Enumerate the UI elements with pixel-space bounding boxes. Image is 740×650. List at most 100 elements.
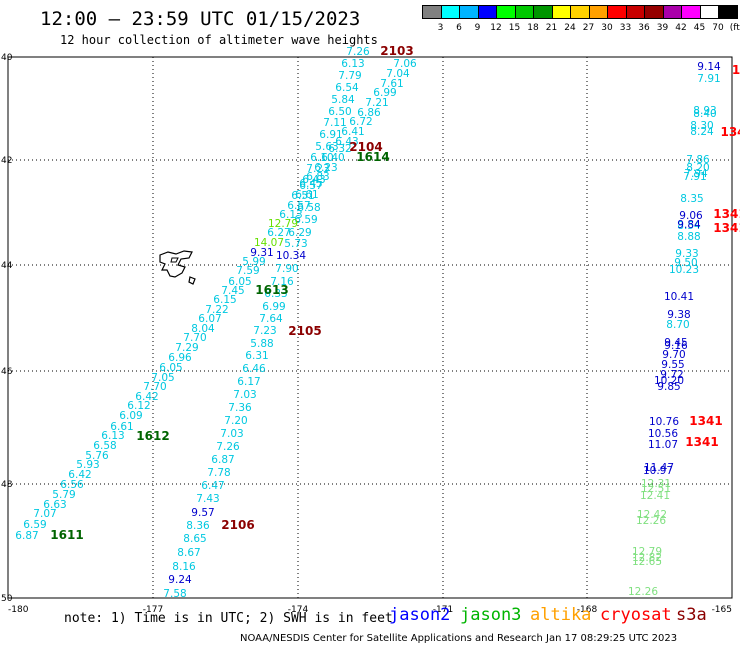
wave-height-value: 7.91: [697, 73, 720, 85]
footnote: note: 1) Time is in UTC; 2) SWH is in fe…: [64, 611, 393, 626]
wave-height-value: 6.43: [335, 136, 358, 148]
wave-height-value: 7.04: [386, 68, 410, 80]
wave-height-value: 6.40: [321, 152, 344, 164]
wave-height-value: 7.58: [163, 588, 186, 600]
map-title: 12:00 — 23:59 UTC 01/15/2023: [40, 8, 361, 30]
pass-number-label: 1341: [713, 221, 740, 235]
pass-number-label: 2104: [349, 140, 382, 154]
lon-tick-label: -180: [8, 605, 29, 615]
wave-height-value: 6.33: [264, 288, 287, 300]
wave-height-value: 9.14: [697, 61, 721, 73]
wave-height-value: 7.61: [380, 78, 403, 90]
wave-height-value: 5.99: [242, 256, 265, 268]
wave-height-value: 6.12: [127, 400, 150, 412]
wave-height-value: 7.22: [205, 304, 228, 316]
wave-height-value: 9.50: [674, 257, 697, 269]
wave-height-value: 6.56: [60, 479, 84, 491]
wave-height-value: 10.97: [643, 465, 673, 477]
wave-height-value: 6.83: [306, 171, 329, 183]
wave-height-value: 8.67: [177, 547, 200, 559]
colorbar-label: 21: [545, 23, 558, 33]
wave-height-value: 6.63: [43, 499, 66, 511]
wave-height-value: 9.16: [664, 340, 688, 352]
aleutian-island-coastline: [159, 250, 196, 285]
wave-height-value: 6.61: [295, 189, 318, 201]
wave-height-value: 7.91: [683, 171, 706, 183]
wave-height-value: 14.07: [254, 237, 284, 249]
wave-height-value: 6.61: [110, 421, 133, 433]
lat-tick-label: 42: [1, 156, 12, 166]
colorbar-label: 30: [601, 23, 613, 33]
wave-height-value: 6.45: [299, 178, 322, 190]
wave-height-value: 8.70: [666, 319, 689, 331]
wave-height-value: 7.23: [253, 325, 276, 337]
wave-height-value: 7.21: [365, 97, 388, 109]
wave-height-value: 12.26: [636, 515, 666, 527]
wave-height-value: 7.70: [183, 332, 206, 344]
wave-height-value: 6.58: [93, 440, 116, 452]
wave-height-value: 6.09: [119, 410, 142, 422]
wave-height-value: 7.07: [33, 508, 56, 520]
colorbar-label: 24: [564, 23, 576, 33]
legend-jason2: jason2: [389, 605, 451, 625]
wave-height-value: 6.42: [68, 469, 91, 481]
colorbar-label: 36: [638, 23, 650, 33]
wave-height-value: 6.46: [242, 363, 266, 375]
wave-height-value: 7.45: [221, 285, 244, 297]
wave-height-tracks: 7.266.137.796.545.846.507.116.915.636.10…: [15, 46, 721, 600]
wave-height-value: 8.88: [677, 231, 700, 243]
wave-height-value: 6.13: [341, 58, 364, 70]
wave-height-value: 9.45: [664, 337, 687, 349]
colorbar-label: 9: [474, 23, 481, 33]
wave-height-value: 7.16: [270, 276, 294, 288]
wave-height-value: 9.57: [191, 507, 214, 519]
colorbar-label: 42: [675, 23, 687, 33]
wave-height-value: 9.38: [667, 309, 690, 321]
wave-height-value: 10.41: [664, 291, 694, 303]
wave-height-value: 5.84: [331, 94, 355, 106]
wave-height-value: 9.24: [168, 574, 192, 586]
wave-height-value: 6.42: [135, 391, 158, 403]
wave-height-value: 6.13: [101, 430, 124, 442]
wave-height-value: 6.87: [15, 530, 38, 542]
wave-height-value: 12.79: [632, 546, 662, 558]
map-subtitle: 12 hour collection of altimeter wave hei…: [60, 33, 378, 47]
wave-height-value: 8.16: [172, 561, 196, 573]
colorbar-label: 18: [527, 23, 539, 33]
map-frame: [7, 56, 733, 599]
wave-height-value: 10.20: [654, 375, 684, 387]
wave-height-value: 7.26: [346, 46, 370, 58]
colorbar-label: 39: [656, 23, 669, 33]
colorbar-label: 6: [456, 23, 462, 33]
colorbar-label: 27: [582, 23, 595, 33]
wave-height-value: 9.33: [675, 248, 698, 260]
wave-height-value: 7.03: [220, 428, 243, 440]
wave-height-value: 10.76: [649, 416, 679, 428]
lon-tick-label: -177: [143, 605, 163, 615]
wave-height-value: 7.11: [323, 117, 346, 129]
wave-height-value: 9.55: [661, 359, 684, 371]
credit-line: NOAA/NESDIS Center for Satellite Applica…: [240, 633, 678, 644]
legend-altika: altika: [530, 605, 592, 625]
lat-tick-label: 48: [1, 480, 13, 490]
wave-height-value: 6.54: [335, 82, 359, 94]
wave-height-value: 11.47: [644, 462, 674, 474]
wave-height-value: 7.26: [216, 441, 240, 453]
wave-height-value: 9.31: [250, 247, 273, 259]
wave-height-value: 5.88: [250, 338, 273, 350]
wave-height-value: 6.99: [262, 301, 285, 313]
pass-number-label: 1341: [689, 414, 722, 428]
wave-height-value: 12.31: [641, 478, 671, 490]
wave-height-value: 6.32: [328, 143, 351, 155]
wave-height-value: 6.31: [245, 350, 268, 362]
wave-height-value: 6.13: [279, 209, 302, 221]
wave-height-value: 8.54: [677, 220, 701, 232]
wave-height-value: 7.78: [207, 467, 230, 479]
legend-jason3: jason3: [460, 605, 522, 625]
wave-height-value: 7.03: [233, 389, 256, 401]
wave-height-value: 5.76: [85, 450, 109, 462]
wave-height-value: 9.84: [677, 219, 701, 231]
wave-height-value: 9.72: [660, 369, 683, 381]
wave-height-value: 7.94: [684, 168, 708, 180]
